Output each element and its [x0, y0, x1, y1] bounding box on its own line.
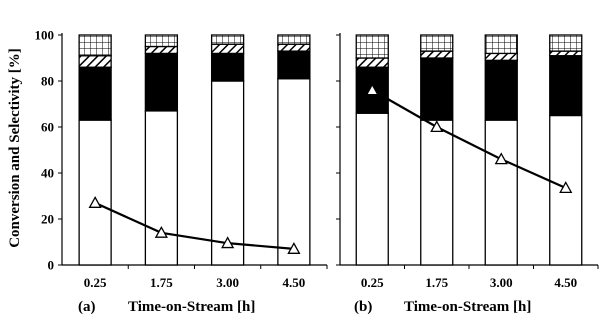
y-axis-label: Conversion and Selectivity [%] [7, 48, 23, 248]
panel-a: 0 20 40 60 80 100 0.25 1.75 3.00 4.50 (a) Time-on-S… [35, 28, 328, 315]
bar-segment-black [144, 52, 179, 112]
bar-segment-white [78, 119, 112, 266]
bar-segment-black [549, 55, 583, 117]
series-point-triangle [221, 236, 235, 249]
bar-segment-black [78, 66, 112, 121]
bar-segment-black [277, 50, 311, 80]
x-tick-label: 1.75 [150, 275, 173, 290]
x-tick-label: 3.00 [216, 275, 239, 290]
y-tick-label: 60 [41, 120, 54, 135]
panel-b: 0.25 1.75 3.00 4.50 (b) Time-on-Stream [h] [336, 33, 599, 315]
bar-segment-black [210, 52, 245, 82]
series-point-triangle [88, 196, 102, 208]
bar-segment-white [484, 119, 518, 266]
bar-segment-white [144, 110, 179, 266]
bar-segment-white [277, 78, 311, 266]
bar-segment-diagonal-hatch [355, 57, 389, 68]
bar-segment-black [420, 57, 454, 121]
x-tick-label: 3.00 [490, 275, 513, 290]
panel-label: (a) [78, 299, 96, 315]
series-line [371, 89, 567, 189]
bar-segment-white [420, 119, 454, 266]
bar-segment-diagonal-hatch [549, 50, 583, 57]
y-tick-label: 40 [41, 166, 54, 181]
bar-segment-diagonal-hatch [484, 52, 518, 61]
x-tick-label: 0.25 [84, 275, 107, 290]
y-tick-label: 80 [41, 74, 54, 89]
bar-segment-grid-hatch [144, 34, 179, 48]
series-point-triangle [287, 242, 301, 254]
panel-label: (b) [354, 299, 372, 315]
x-tick-label: 4.50 [554, 275, 577, 290]
bar-segment-diagonal-hatch [420, 50, 454, 59]
bar-segment-diagonal-hatch [78, 55, 112, 68]
x-tick-label: 4.50 [283, 275, 306, 290]
x-tick-label: 1.75 [425, 275, 448, 290]
x-axis-label: Time-on-Stream [h] [404, 299, 531, 315]
bar-segment-grid-hatch [420, 34, 454, 52]
bar-segment-diagonal-hatch [210, 43, 245, 55]
series-point-triangle [559, 181, 573, 194]
y-tick-label: 100 [35, 28, 55, 43]
bar-segment-white [355, 112, 389, 266]
x-tick-label: 0.25 [361, 275, 384, 290]
bar-segment-grid-hatch [549, 34, 583, 52]
bar-segment-grid-hatch [277, 34, 311, 45]
bar-segment-grid-hatch [78, 34, 112, 57]
bar-segment-grid-hatch [210, 34, 245, 45]
bar-segment-black [484, 59, 518, 121]
series-point-triangle [365, 83, 379, 96]
bar-segment-diagonal-hatch [144, 45, 179, 55]
series-point-triangle [154, 225, 168, 238]
x-axis-label: Time-on-Stream [h] [128, 299, 255, 315]
y-tick-label: 20 [41, 212, 54, 227]
series-point-triangle [430, 120, 444, 133]
bar-segment-grid-hatch [484, 34, 518, 55]
bar-segment-diagonal-hatch [277, 43, 311, 52]
bar-segment-grid-hatch [355, 34, 389, 59]
series-point-triangle [494, 152, 508, 165]
y-tick-label: 0 [48, 258, 55, 273]
series-line [94, 201, 294, 250]
